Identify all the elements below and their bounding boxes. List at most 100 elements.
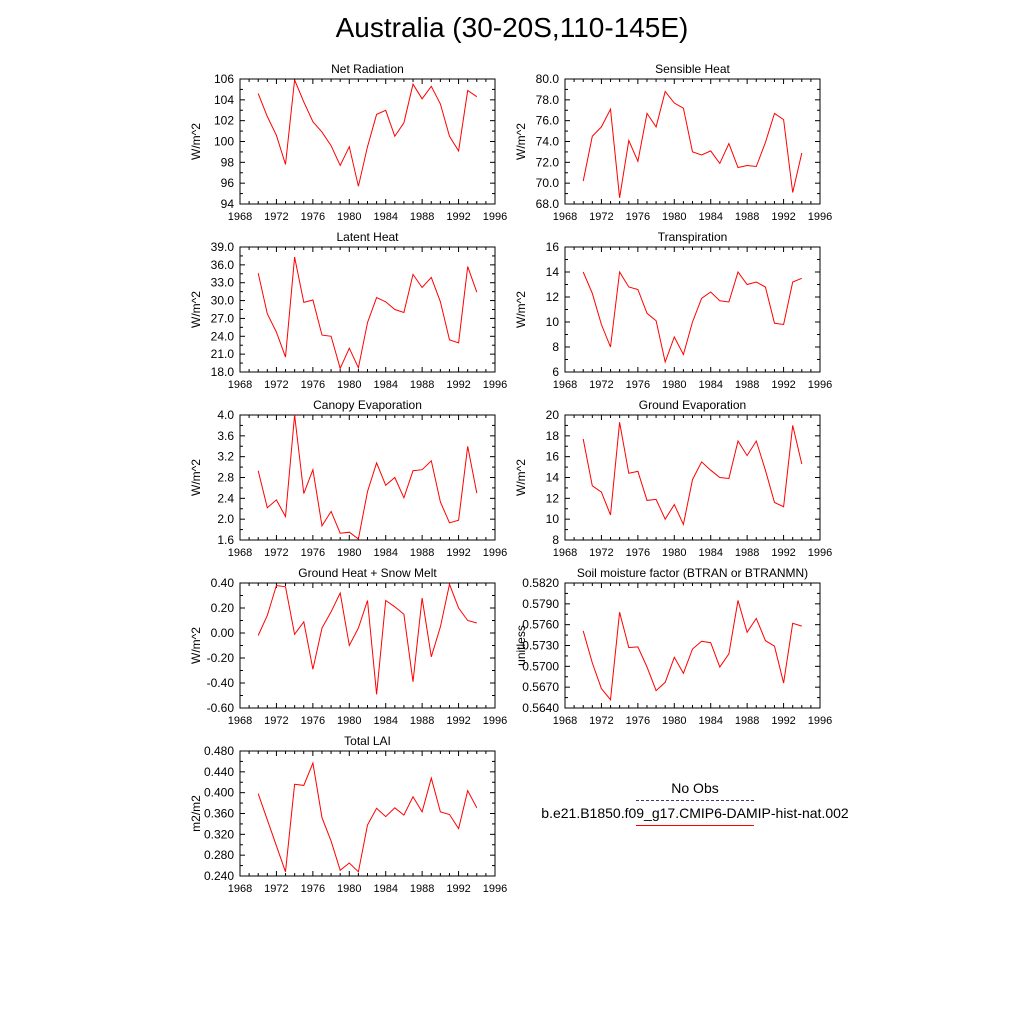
- panel-4-xtick-label: 1976: [626, 379, 650, 391]
- panel-8-series-line: [582, 600, 802, 701]
- panel-3-ytick-label: 21.0: [211, 347, 235, 361]
- panel-6-xtick-label: 1984: [698, 547, 722, 559]
- panel-1-xtick-label: 1992: [446, 211, 470, 223]
- panel-9-ytick-label: 0.480: [204, 744, 234, 758]
- panel-5-ytick-label: 2.0: [217, 512, 234, 526]
- panel-7-ytick-label: 0.00: [211, 626, 235, 640]
- panel-3-xtick-label: 1972: [264, 379, 288, 391]
- panel-8-xtick-label: 1996: [808, 715, 832, 727]
- panel-2-ytick-label: 76.0: [536, 114, 560, 128]
- panel-4-xtick-label: 1996: [808, 379, 832, 391]
- panel-8-ylabel: unitless: [514, 625, 528, 666]
- panel-2-ytick-label: 80.0: [536, 72, 560, 86]
- panel-7-xtick-label: 1984: [373, 715, 397, 727]
- panel-2-ytick-label: 74.0: [536, 135, 560, 149]
- panel-1-ytick-label: 94: [221, 197, 235, 211]
- panel-6-xtick-label: 1980: [662, 547, 686, 559]
- legend-line-model: [636, 825, 754, 826]
- panel-7-ytick-label: -0.60: [207, 701, 235, 715]
- panel-6-series-line: [582, 422, 803, 527]
- panel-4-xtick-label: 1984: [698, 379, 722, 391]
- panel-7-ytick-label: 0.20: [211, 601, 235, 615]
- panel-3-ytick-label: 30.0: [211, 294, 235, 308]
- panel-6-title: Ground Evaporation: [639, 398, 746, 412]
- panel-1-ytick-label: 102: [214, 114, 234, 128]
- panel-6-ytick-label: 14: [546, 471, 560, 485]
- panel-5-xtick-label: 1980: [337, 547, 361, 559]
- panel-9-xtick-label: 1976: [301, 883, 325, 895]
- panel-8-xtick-label: 1976: [626, 715, 650, 727]
- panel-6-xtick-label: 1992: [771, 547, 795, 559]
- panel-5-ytick-label: 3.6: [217, 429, 234, 443]
- panel-5-ylabel: W/m^2: [189, 459, 203, 496]
- panel-3-xtick-label: 1996: [483, 379, 507, 391]
- panel-7-ytick-label: -0.40: [207, 676, 235, 690]
- panel-7-ylabel: W/m^2: [189, 627, 203, 664]
- panel-3-xtick-label: 1988: [410, 379, 434, 391]
- panel-2-xtick-label: 1980: [662, 211, 686, 223]
- panel-2-xtick-label: 1976: [626, 211, 650, 223]
- panel-9-ytick-label: 0.440: [204, 765, 234, 779]
- panel-2-ytick-label: 78.0: [536, 93, 560, 107]
- panel-3-ytick-label: 39.0: [211, 240, 235, 254]
- panel-2-ylabel: W/m^2: [514, 123, 528, 160]
- panel-7-xtick-label: 1992: [446, 715, 470, 727]
- panel-2-xtick-label: 1992: [771, 211, 795, 223]
- panel-8-ytick-label: 0.5640: [522, 701, 559, 715]
- panel-8-title: Soil moisture factor (BTRAN or BTRANMN): [577, 566, 808, 580]
- panel-4-ytick-label: 16: [546, 240, 560, 254]
- panel-5-title: Canopy Evaporation: [313, 398, 422, 412]
- panel-2-xtick-label: 1988: [735, 211, 759, 223]
- panel-8-ytick-label: 0.5820: [522, 576, 559, 590]
- panel-9-ytick-label: 0.360: [204, 807, 234, 821]
- panel-3-xtick-label: 1976: [301, 379, 325, 391]
- panel-9-series-line: [257, 761, 478, 873]
- panel-4-ytick-label: 12: [546, 290, 560, 304]
- panel-5-xtick-label: 1992: [446, 547, 470, 559]
- panel-7-xtick-label: 1996: [483, 715, 507, 727]
- panel-4-xtick-label: 1992: [771, 379, 795, 391]
- panel-6-ytick-label: 10: [546, 512, 560, 526]
- panel-7-xtick-label: 1968: [228, 715, 252, 727]
- panel-2-xtick-label: 1968: [553, 211, 577, 223]
- panel-7-ytick-label: 0.40: [211, 576, 235, 590]
- panel-3-xtick-label: 1968: [228, 379, 252, 391]
- panel-5-xtick-label: 1976: [301, 547, 325, 559]
- panel-5-series-line: [257, 414, 478, 540]
- panel-9-ytick-label: 0.400: [204, 786, 234, 800]
- panel-3-ytick-label: 36.0: [211, 258, 235, 272]
- panel-6-frame: [564, 414, 821, 541]
- panel-9-frame: [239, 750, 496, 877]
- panel-6-ytick-label: 12: [546, 491, 560, 505]
- panel-5-ytick-label: 4.0: [217, 408, 234, 422]
- legend: No Obs b.e21.B1850.f09_g17.CMIP6-DAMIP-h…: [530, 780, 860, 830]
- panel-5-ytick-label: 2.4: [217, 491, 234, 505]
- panel-7-title: Ground Heat + Snow Melt: [298, 566, 437, 580]
- panel-8-ytick-label: 0.5790: [522, 597, 559, 611]
- panel-5-ytick-label: 3.2: [217, 450, 234, 464]
- panel-9-ylabel: m2/m2: [189, 795, 203, 832]
- panel-6-ytick-label: 8: [552, 533, 559, 547]
- panel-8-ytick-label: 0.5670: [522, 680, 559, 694]
- panel-9-ytick-label: 0.240: [204, 869, 234, 883]
- panel-6-xtick-label: 1976: [626, 547, 650, 559]
- panel-1-xtick-label: 1972: [264, 211, 288, 223]
- panel-7-xtick-label: 1980: [337, 715, 361, 727]
- panel-8-xtick-label: 1968: [553, 715, 577, 727]
- panel-9-ytick-label: 0.280: [204, 848, 234, 862]
- panel-7-xtick-label: 1976: [301, 715, 325, 727]
- panel-5-ytick-label: 2.8: [217, 471, 234, 485]
- panel-9-xtick-label: 1996: [483, 883, 507, 895]
- panel-4-xtick-label: 1968: [553, 379, 577, 391]
- panel-6-ytick-label: 20: [546, 408, 560, 422]
- panel-1-ytick-label: 100: [214, 135, 234, 149]
- panel-5-frame: [239, 414, 496, 541]
- panel-1-ytick-label: 98: [221, 155, 235, 169]
- panel-2-frame: [564, 78, 821, 205]
- panel-8-xtick-label: 1972: [589, 715, 613, 727]
- panel-1-xtick-label: 1996: [483, 211, 507, 223]
- panel-4-xtick-label: 1972: [589, 379, 613, 391]
- panel-4-series-line: [582, 270, 802, 364]
- panel-8-ytick-label: 0.5760: [522, 618, 559, 632]
